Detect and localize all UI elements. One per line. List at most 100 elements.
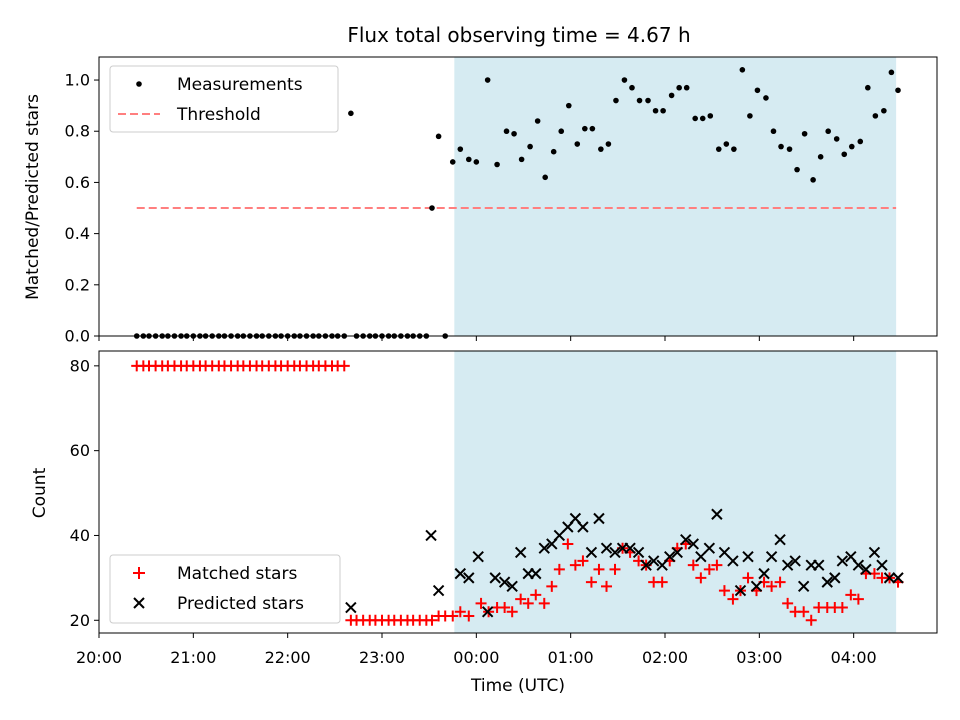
matched-star-point xyxy=(538,597,550,609)
measurement-point xyxy=(699,115,706,122)
predicted-star-point xyxy=(883,572,896,584)
top-ytick-label: 0.2 xyxy=(65,275,90,294)
predicted-star-point xyxy=(593,512,605,525)
xtick-label: 22:00 xyxy=(265,648,311,667)
measurement-point xyxy=(692,115,698,122)
predicted-star-point xyxy=(781,559,794,571)
measurement-point xyxy=(534,118,541,124)
measurement-point xyxy=(895,87,901,94)
measurement-point xyxy=(574,141,581,147)
predicted-star-point xyxy=(789,555,801,567)
predicted-star-point xyxy=(514,546,527,559)
xtick-label: 02:00 xyxy=(642,648,688,667)
measurement-point xyxy=(848,143,855,150)
legend-label-predicted: Predicted stars xyxy=(177,594,304,614)
measurement-point xyxy=(841,151,848,158)
predicted-star-point xyxy=(852,559,865,571)
matched-star-point xyxy=(601,580,613,592)
measurement-point xyxy=(652,107,659,114)
observing-window-bottom xyxy=(454,351,897,633)
measurement-point xyxy=(527,143,533,150)
top-y-axis-label: Matched/Predicted stars xyxy=(23,94,43,300)
predicted-star-point xyxy=(797,580,810,593)
predicted-star-point xyxy=(718,546,731,559)
matched-star-point xyxy=(687,559,699,571)
measurement-point xyxy=(731,146,737,152)
measurement-point xyxy=(660,107,666,114)
predicted-star-point xyxy=(742,550,754,563)
measurement-point xyxy=(457,146,464,152)
predicted-star-point xyxy=(609,546,621,559)
predicted-star-point xyxy=(892,572,904,584)
xtick-label: 01:00 xyxy=(548,648,594,667)
x-axis-label: Time (UTC) xyxy=(470,676,565,696)
measurement-point xyxy=(621,77,628,83)
matched-star-point xyxy=(852,593,864,605)
matched-star-point xyxy=(609,563,621,575)
matched-star-point xyxy=(553,563,565,575)
predicted-star-point xyxy=(553,529,566,542)
predicted-star-point xyxy=(821,576,833,588)
predicted-star-point xyxy=(711,508,723,520)
measurement-point xyxy=(465,156,472,163)
xtick-label: 00:00 xyxy=(453,648,499,667)
matched-star-point xyxy=(522,597,534,609)
legend-marker-predicted xyxy=(133,597,145,609)
predicted-star-point xyxy=(860,563,872,576)
legend-marker-measurements xyxy=(136,81,142,87)
measurement-point xyxy=(754,87,761,94)
legend-marker-matched xyxy=(133,567,145,579)
matched-star-point xyxy=(711,559,723,571)
predicted-star-point xyxy=(425,529,437,542)
measurement-point xyxy=(888,69,895,76)
matched-star-point xyxy=(836,602,848,614)
predicted-star-point xyxy=(813,559,825,571)
matched-star-point xyxy=(656,576,668,588)
matched-star-point xyxy=(569,559,581,571)
measurement-point xyxy=(565,102,572,109)
matched-star-point xyxy=(530,589,542,601)
matched-star-point xyxy=(506,606,518,618)
predicted-star-point xyxy=(836,555,849,567)
measurement-point xyxy=(747,113,753,119)
predicted-star-point xyxy=(671,546,683,559)
matched-star-point xyxy=(577,555,589,567)
predicted-star-point xyxy=(647,555,660,567)
chart-title: Flux total observing time = 4.67 h xyxy=(347,23,690,47)
bot-ytick-label: 40 xyxy=(70,526,90,545)
measurement-point xyxy=(473,159,480,165)
measurement-point xyxy=(770,128,777,135)
predicted-star-point xyxy=(727,555,739,567)
predicted-star-point xyxy=(876,559,888,571)
measurement-point xyxy=(494,161,500,168)
legend-label-matched: Matched stars xyxy=(177,564,297,584)
predicted-star-point xyxy=(703,542,716,554)
measurement-point xyxy=(429,205,435,211)
predicted-star-point xyxy=(774,533,786,546)
predicted-star-point xyxy=(530,567,542,580)
matched-star-point xyxy=(454,606,466,618)
measurement-point xyxy=(786,146,793,152)
matched-star-point xyxy=(593,563,605,575)
measurement-point xyxy=(723,141,730,147)
measurement-point xyxy=(857,138,864,145)
predicted-star-point xyxy=(624,542,636,554)
predicted-star-point xyxy=(600,542,613,554)
measurement-point xyxy=(511,130,517,137)
predicted-star-point xyxy=(680,533,692,546)
predicted-star-point xyxy=(765,550,778,563)
predicted-star-point xyxy=(829,572,841,584)
matched-star-point xyxy=(774,576,786,588)
top-panel: 0.0 0.2 0.4 0.6 0.8 1.0 Matched/Predicted sta… xyxy=(23,56,938,346)
top-legend: Measurements Threshold xyxy=(109,65,339,133)
matched-star-point xyxy=(338,360,350,372)
matched-star-point xyxy=(515,593,527,605)
measurement-point xyxy=(558,128,565,135)
measurement-point xyxy=(778,143,784,150)
measurement-point xyxy=(833,136,840,142)
matched-star-point xyxy=(718,585,730,597)
matched-star-point xyxy=(562,538,574,550)
matched-star-point xyxy=(742,572,754,584)
predicted-star-point xyxy=(577,521,589,533)
